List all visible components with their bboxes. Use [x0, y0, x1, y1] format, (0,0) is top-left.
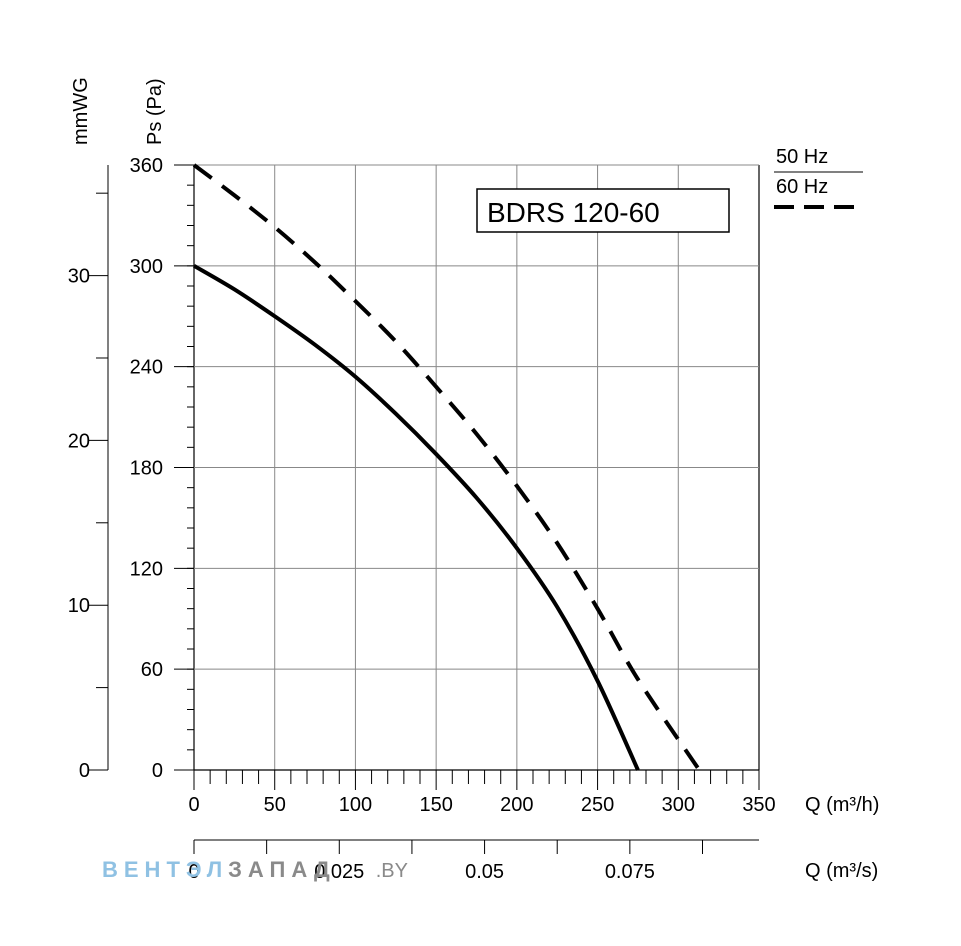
- x-tick-label: 0: [188, 794, 199, 816]
- legend: 50 Hz 60 Hz: [774, 146, 863, 209]
- x2-axis-title: Q (m³/s): [805, 860, 878, 882]
- watermark-part-3: .BY: [376, 860, 408, 882]
- x-tick-label: 250: [581, 794, 614, 816]
- model-label-box: [476, 188, 730, 233]
- x-tick-label: 350: [742, 794, 775, 816]
- x-tick-label: 300: [662, 794, 695, 816]
- x-tick-label: 100: [339, 794, 372, 816]
- watermark-part-2: ЗАПАД: [228, 857, 336, 882]
- x-tick-label: 50: [264, 794, 286, 816]
- y2-axis-title: mmWG: [70, 77, 92, 145]
- y-tick-label: 60: [141, 659, 163, 681]
- mmwg-tick-label: 10: [68, 595, 90, 617]
- mmwg-tick-label: 20: [68, 430, 90, 452]
- y-axis-title: Ps (Pa): [144, 78, 166, 145]
- x-axis-title: Q (m³/h): [805, 794, 879, 816]
- x-tick-label: 150: [419, 794, 452, 816]
- y-tick-label: 360: [130, 155, 163, 177]
- tick-labels: 0 50 100 150 200 250 300 3500601201802403003600…: [68, 155, 776, 883]
- model-label: BDRS 120-60: [487, 197, 660, 228]
- curves: [192, 163, 701, 772]
- watermark: ВЕНТЭЛЗАПАД .BY: [102, 857, 408, 882]
- plot-grid: [174, 164, 760, 790]
- x2-tick-label: 0.05: [465, 861, 504, 883]
- curve-60-hz: [192, 163, 701, 772]
- flow-m3s-axis: [193, 839, 759, 854]
- mmwg-axis: [88, 165, 109, 771]
- y-tick-label: 240: [130, 357, 163, 379]
- y-tick-label: 180: [130, 458, 163, 480]
- x-tick-label: 200: [500, 794, 533, 816]
- watermark-part-1: ВЕНТЭЛ: [102, 857, 228, 882]
- curve-50-hz: [192, 264, 640, 771]
- y-tick-label: 0: [152, 760, 163, 782]
- legend-label: 60 Hz: [776, 176, 828, 198]
- y-tick-label: 120: [130, 558, 163, 580]
- x2-tick-label: 0: [188, 861, 199, 883]
- legend-label: 50 Hz: [776, 146, 828, 168]
- mmwg-tick-label: 0: [79, 760, 90, 782]
- x2-tick-label: 0.025: [314, 861, 364, 883]
- mmwg-tick-label: 30: [68, 266, 90, 288]
- x2-tick-label: 0.075: [605, 861, 655, 883]
- y-tick-label: 300: [130, 256, 163, 278]
